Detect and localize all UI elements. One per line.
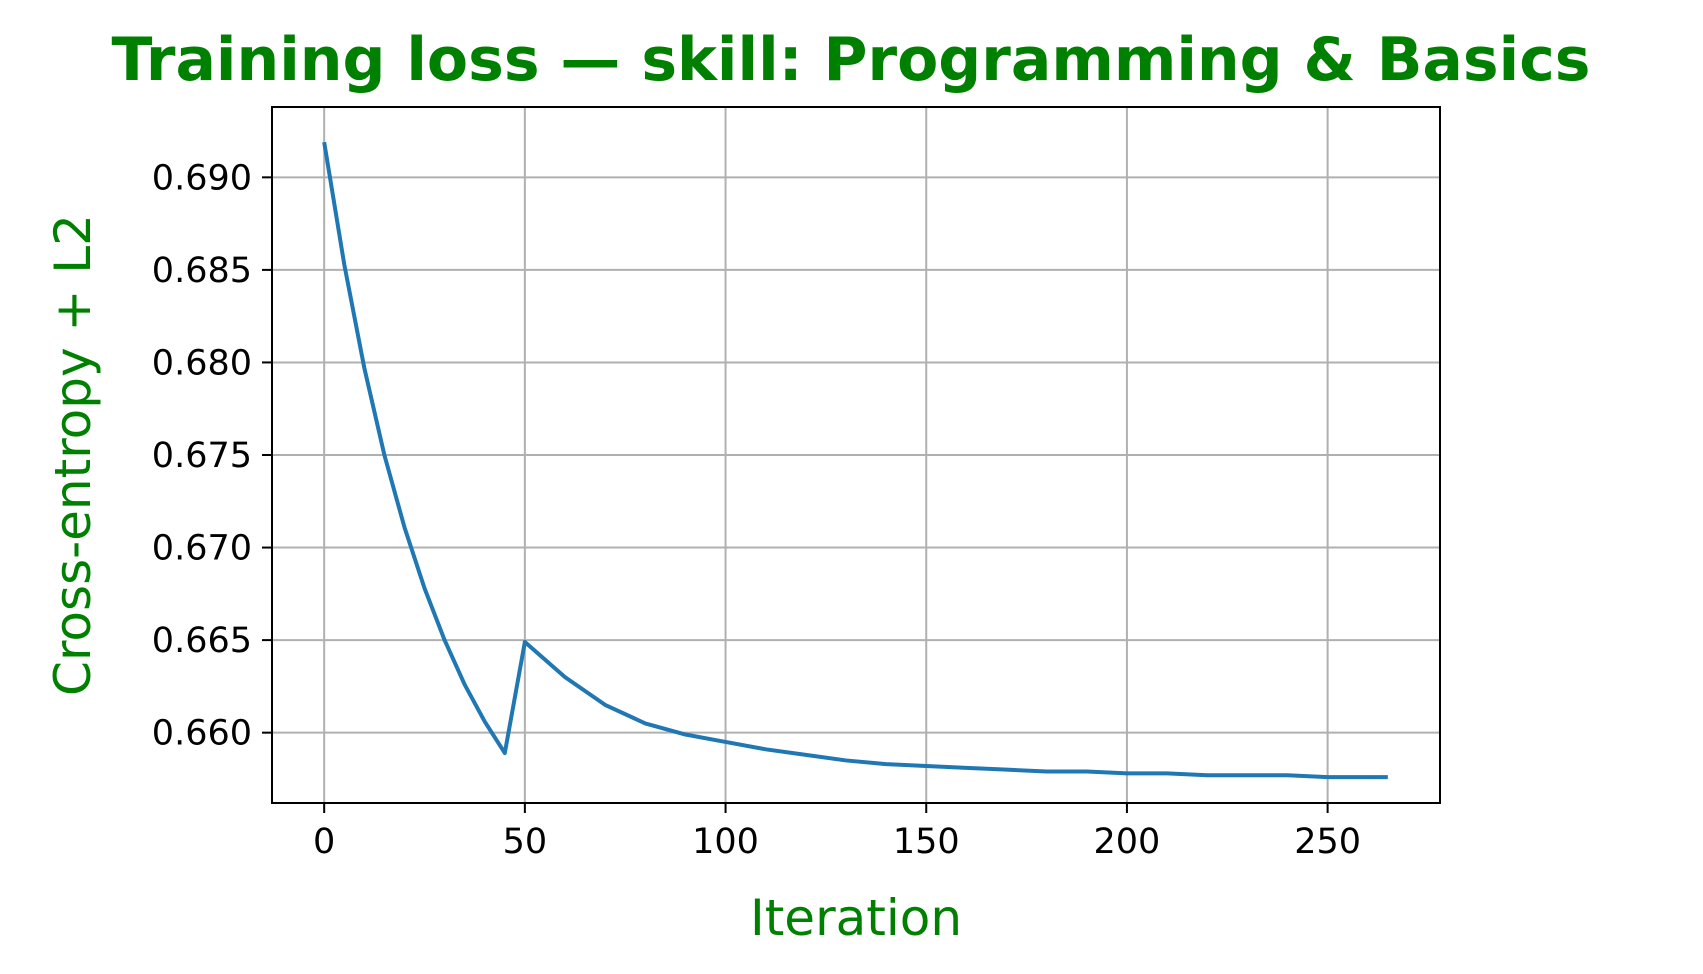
x-tick-label: 200 [1094, 822, 1161, 862]
x-axis-label: Iteration [750, 889, 962, 947]
y-tick-label: 0.680 [152, 343, 252, 383]
x-axis-ticks: 0 50 100 150 200 250 [313, 803, 1361, 862]
y-tick-label: 0.675 [152, 436, 252, 476]
grid [272, 107, 1440, 803]
plot-area [322, 141, 1388, 780]
y-tick-label: 0.670 [152, 529, 252, 569]
y-axis-ticks: 0.660 0.665 0.670 0.675 0.680 0.685 0.690 [152, 158, 272, 754]
loss-series-line [322, 141, 1388, 780]
y-axis-label: Cross-entropy + L2 [44, 214, 102, 696]
x-tick-label: 250 [1294, 822, 1361, 862]
y-tick-label: 0.690 [152, 158, 252, 198]
y-tick-label: 0.665 [152, 621, 252, 661]
chart-title: Training loss — skill: Programming & Bas… [112, 25, 1591, 95]
x-tick-label: 100 [692, 822, 759, 862]
x-tick-label: 0 [313, 822, 335, 862]
y-tick-label: 0.685 [152, 251, 252, 291]
y-tick-label: 0.660 [152, 714, 252, 754]
x-tick-label: 150 [893, 822, 960, 862]
x-tick-label: 50 [503, 822, 548, 862]
